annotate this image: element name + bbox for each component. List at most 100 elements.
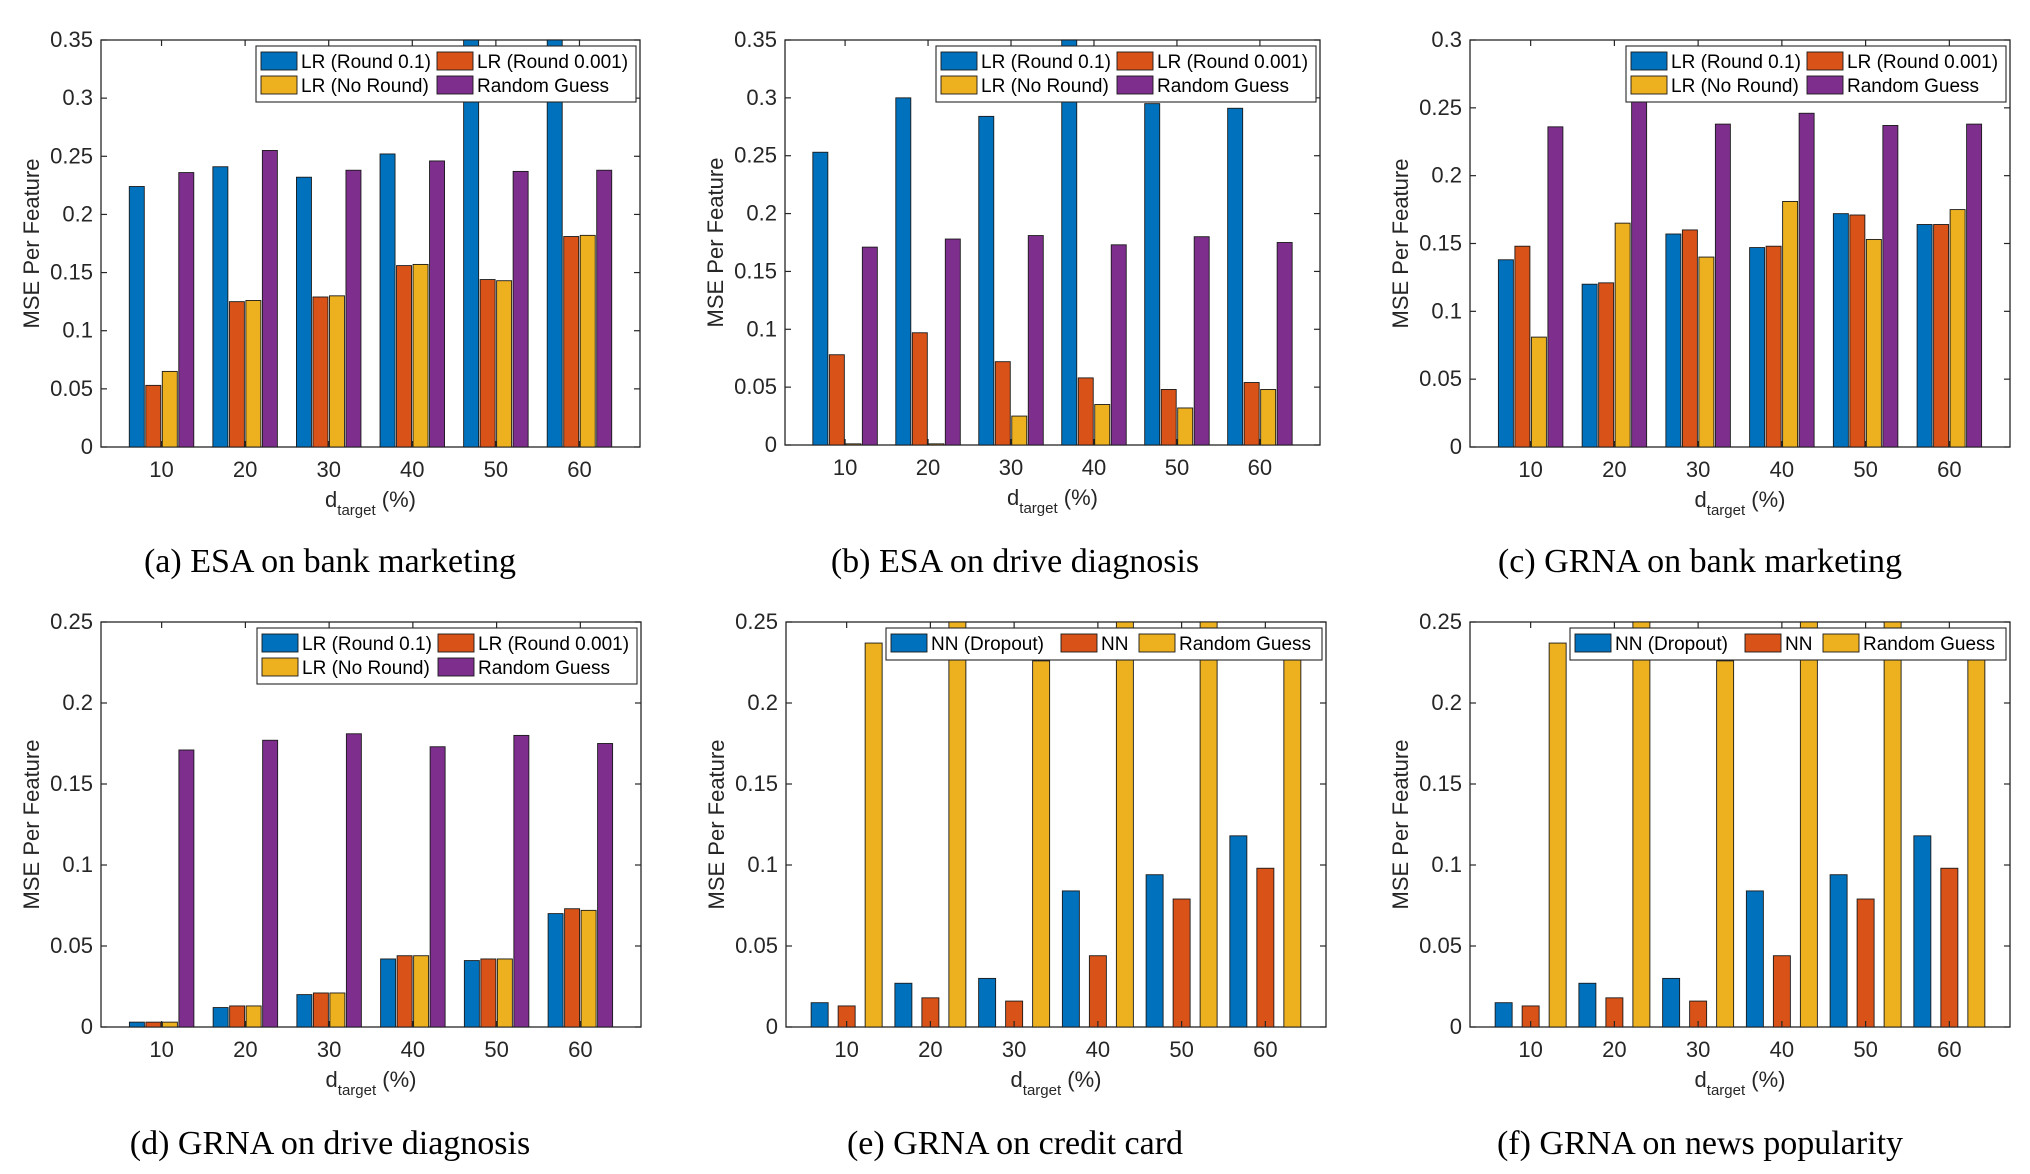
bar-random-guess-60 — [1967, 658, 1986, 1028]
x-axis-label-unit: (%) — [1061, 1067, 1101, 1092]
legend-box — [1569, 627, 2007, 661]
bar-lr-no-round--30 — [329, 295, 345, 448]
x-axis-label-main: d — [325, 487, 337, 512]
y-tick-label: 0 — [81, 1014, 93, 1039]
legend-label: NN (Dropout) — [931, 634, 1044, 655]
x-tick-label: 50 — [1165, 455, 1189, 480]
y-axis-label: MSE Per Feature — [704, 740, 729, 910]
legend-swatch — [1574, 633, 1612, 653]
bar-nn-dropout--10 — [1494, 1002, 1513, 1028]
bar-random-guess-20 — [261, 150, 278, 448]
legend-label: LR (Round 0.1) — [1671, 52, 1801, 73]
bar-lr-round-0-1--60 — [1227, 107, 1244, 446]
y-axis-label: MSE Per Feature — [19, 159, 44, 329]
chart-b: 0 0.05 0.1 0.15 0.2 0.25 0.3 0.35 10 20 30 40 50 60 dt… — [703, 27, 1321, 580]
x-tick-label: 60 — [568, 1037, 592, 1062]
bar-lr-round-0-1--30 — [1665, 233, 1682, 448]
x-tick-label: 10 — [833, 455, 857, 480]
bar-lr-no-round--30 — [1698, 256, 1715, 448]
bar-lr-round-0-1--50 — [463, 39, 480, 448]
bar-random-guess-40 — [429, 746, 446, 1028]
legend: NN (Dropout) NN Random Guess — [885, 627, 1323, 661]
legend-swatch — [1116, 51, 1154, 71]
bar-lr-no-round--50 — [496, 958, 513, 1028]
y-tick-label: 0.25 — [50, 143, 93, 168]
x-tick-label: 50 — [1853, 1037, 1877, 1062]
x-tick-label: 20 — [916, 455, 940, 480]
bar-random-guess-30 — [345, 169, 362, 448]
bar-random-guess-60 — [596, 169, 613, 448]
y-tick-label: 0.15 — [1419, 231, 1462, 256]
y-tick-label: 0.2 — [1431, 690, 1462, 715]
bar-lr-round-0-001--10 — [145, 1021, 162, 1028]
y-tick-label: 0.05 — [735, 933, 778, 958]
x-tick-label: 60 — [567, 457, 591, 482]
bar-lr-round-0-001--20 — [229, 1005, 246, 1028]
y-tick-label: 0.2 — [747, 690, 778, 715]
y-tick-label: 0.1 — [747, 852, 778, 877]
x-axis-label: dtarget (%) — [1007, 485, 1098, 517]
x-tick-label: 60 — [1937, 457, 1961, 482]
bar-lr-no-round--10 — [845, 443, 862, 446]
bar-lr-round-0-1--10 — [812, 151, 829, 446]
bar-lr-round-0-001--40 — [1077, 377, 1094, 446]
x-axis-label-main: d — [1011, 1067, 1023, 1092]
y-tick-label: 0.3 — [62, 85, 93, 110]
bar-random-guess-60 — [597, 743, 614, 1028]
bar-nn-60 — [1940, 867, 1959, 1028]
bar-lr-round-0-1--10 — [1497, 259, 1514, 448]
y-tick-label: 0 — [1450, 434, 1462, 459]
bar-lr-round-0-001--30 — [312, 296, 329, 448]
legend-label: Random Guess — [477, 76, 609, 97]
bar-random-guess-40 — [429, 160, 445, 448]
y-tick-label: 0.25 — [735, 609, 778, 634]
y-tick-label: 0.05 — [50, 933, 93, 958]
bar-nn-dropout--30 — [978, 977, 997, 1028]
y-tick-label: 0.25 — [1419, 95, 1462, 120]
bar-lr-round-0-001--50 — [1160, 389, 1177, 446]
legend-swatch — [1744, 633, 1782, 653]
bar-lr-round-0-001--40 — [396, 955, 413, 1028]
bar-lr-round-0-001--50 — [479, 279, 496, 448]
x-tick-label: 20 — [918, 1037, 942, 1062]
bar-lr-round-0-001--40 — [1765, 245, 1782, 448]
x-axis-label-unit: (%) — [1745, 1067, 1785, 1092]
legend-label: NN (Dropout) — [1615, 634, 1728, 655]
bar-nn-dropout--60 — [1913, 835, 1932, 1028]
y-tick-label: 0.1 — [1431, 852, 1462, 877]
bar-lr-round-0-001--20 — [1598, 282, 1615, 448]
bar-random-guess-10 — [178, 172, 195, 448]
bar-random-guess-60 — [1276, 242, 1293, 446]
legend-label: LR (Round 0.1) — [301, 52, 431, 73]
bar-random-guess-30 — [345, 733, 362, 1028]
legend: LR (Round 0.1) LR (Round 0.001) LR (No Rou… — [1625, 45, 2007, 103]
bar-random-guess-60 — [1966, 123, 1983, 448]
x-tick-label: 30 — [1686, 457, 1710, 482]
bar-random-guess-30 — [1027, 235, 1044, 446]
bar-lr-round-0-001--50 — [1849, 214, 1866, 448]
y-tick-label: 0 — [1450, 1014, 1462, 1039]
bar-lr-no-round--50 — [496, 280, 513, 448]
chart-f: 0 0.05 0.1 0.15 0.2 0.25 10 20 30 40 50 60 dtarget (… — [1388, 609, 2011, 1162]
bar-lr-round-0-1--10 — [128, 186, 145, 448]
x-tick-label: 40 — [1086, 1037, 1110, 1062]
bar-random-guess-30 — [1716, 660, 1735, 1028]
y-tick-label: 0.3 — [746, 85, 777, 110]
bar-nn-50 — [1856, 898, 1875, 1028]
x-tick-label: 10 — [1518, 1037, 1542, 1062]
x-axis-label-main: d — [1695, 487, 1707, 512]
legend-label: LR (Round 0.1) — [981, 52, 1111, 73]
bar-lr-no-round--40 — [1094, 404, 1111, 446]
bar-random-guess-50 — [1199, 621, 1218, 1028]
bar-lr-no-round--50 — [1865, 238, 1882, 448]
bar-lr-no-round--40 — [413, 955, 430, 1028]
x-axis-label-subscript: target — [1019, 500, 1058, 517]
x-tick-label: 50 — [1853, 457, 1877, 482]
x-tick-label: 10 — [1518, 457, 1542, 482]
subfigure-caption: (e) GRNA on credit card — [847, 1125, 1183, 1162]
bar-nn-40 — [1088, 955, 1107, 1028]
bar-random-guess-20 — [262, 739, 279, 1028]
y-tick-label: 0.2 — [62, 201, 93, 226]
legend-label: LR (Round 0.1) — [302, 634, 432, 655]
x-tick-label: 30 — [316, 457, 340, 482]
